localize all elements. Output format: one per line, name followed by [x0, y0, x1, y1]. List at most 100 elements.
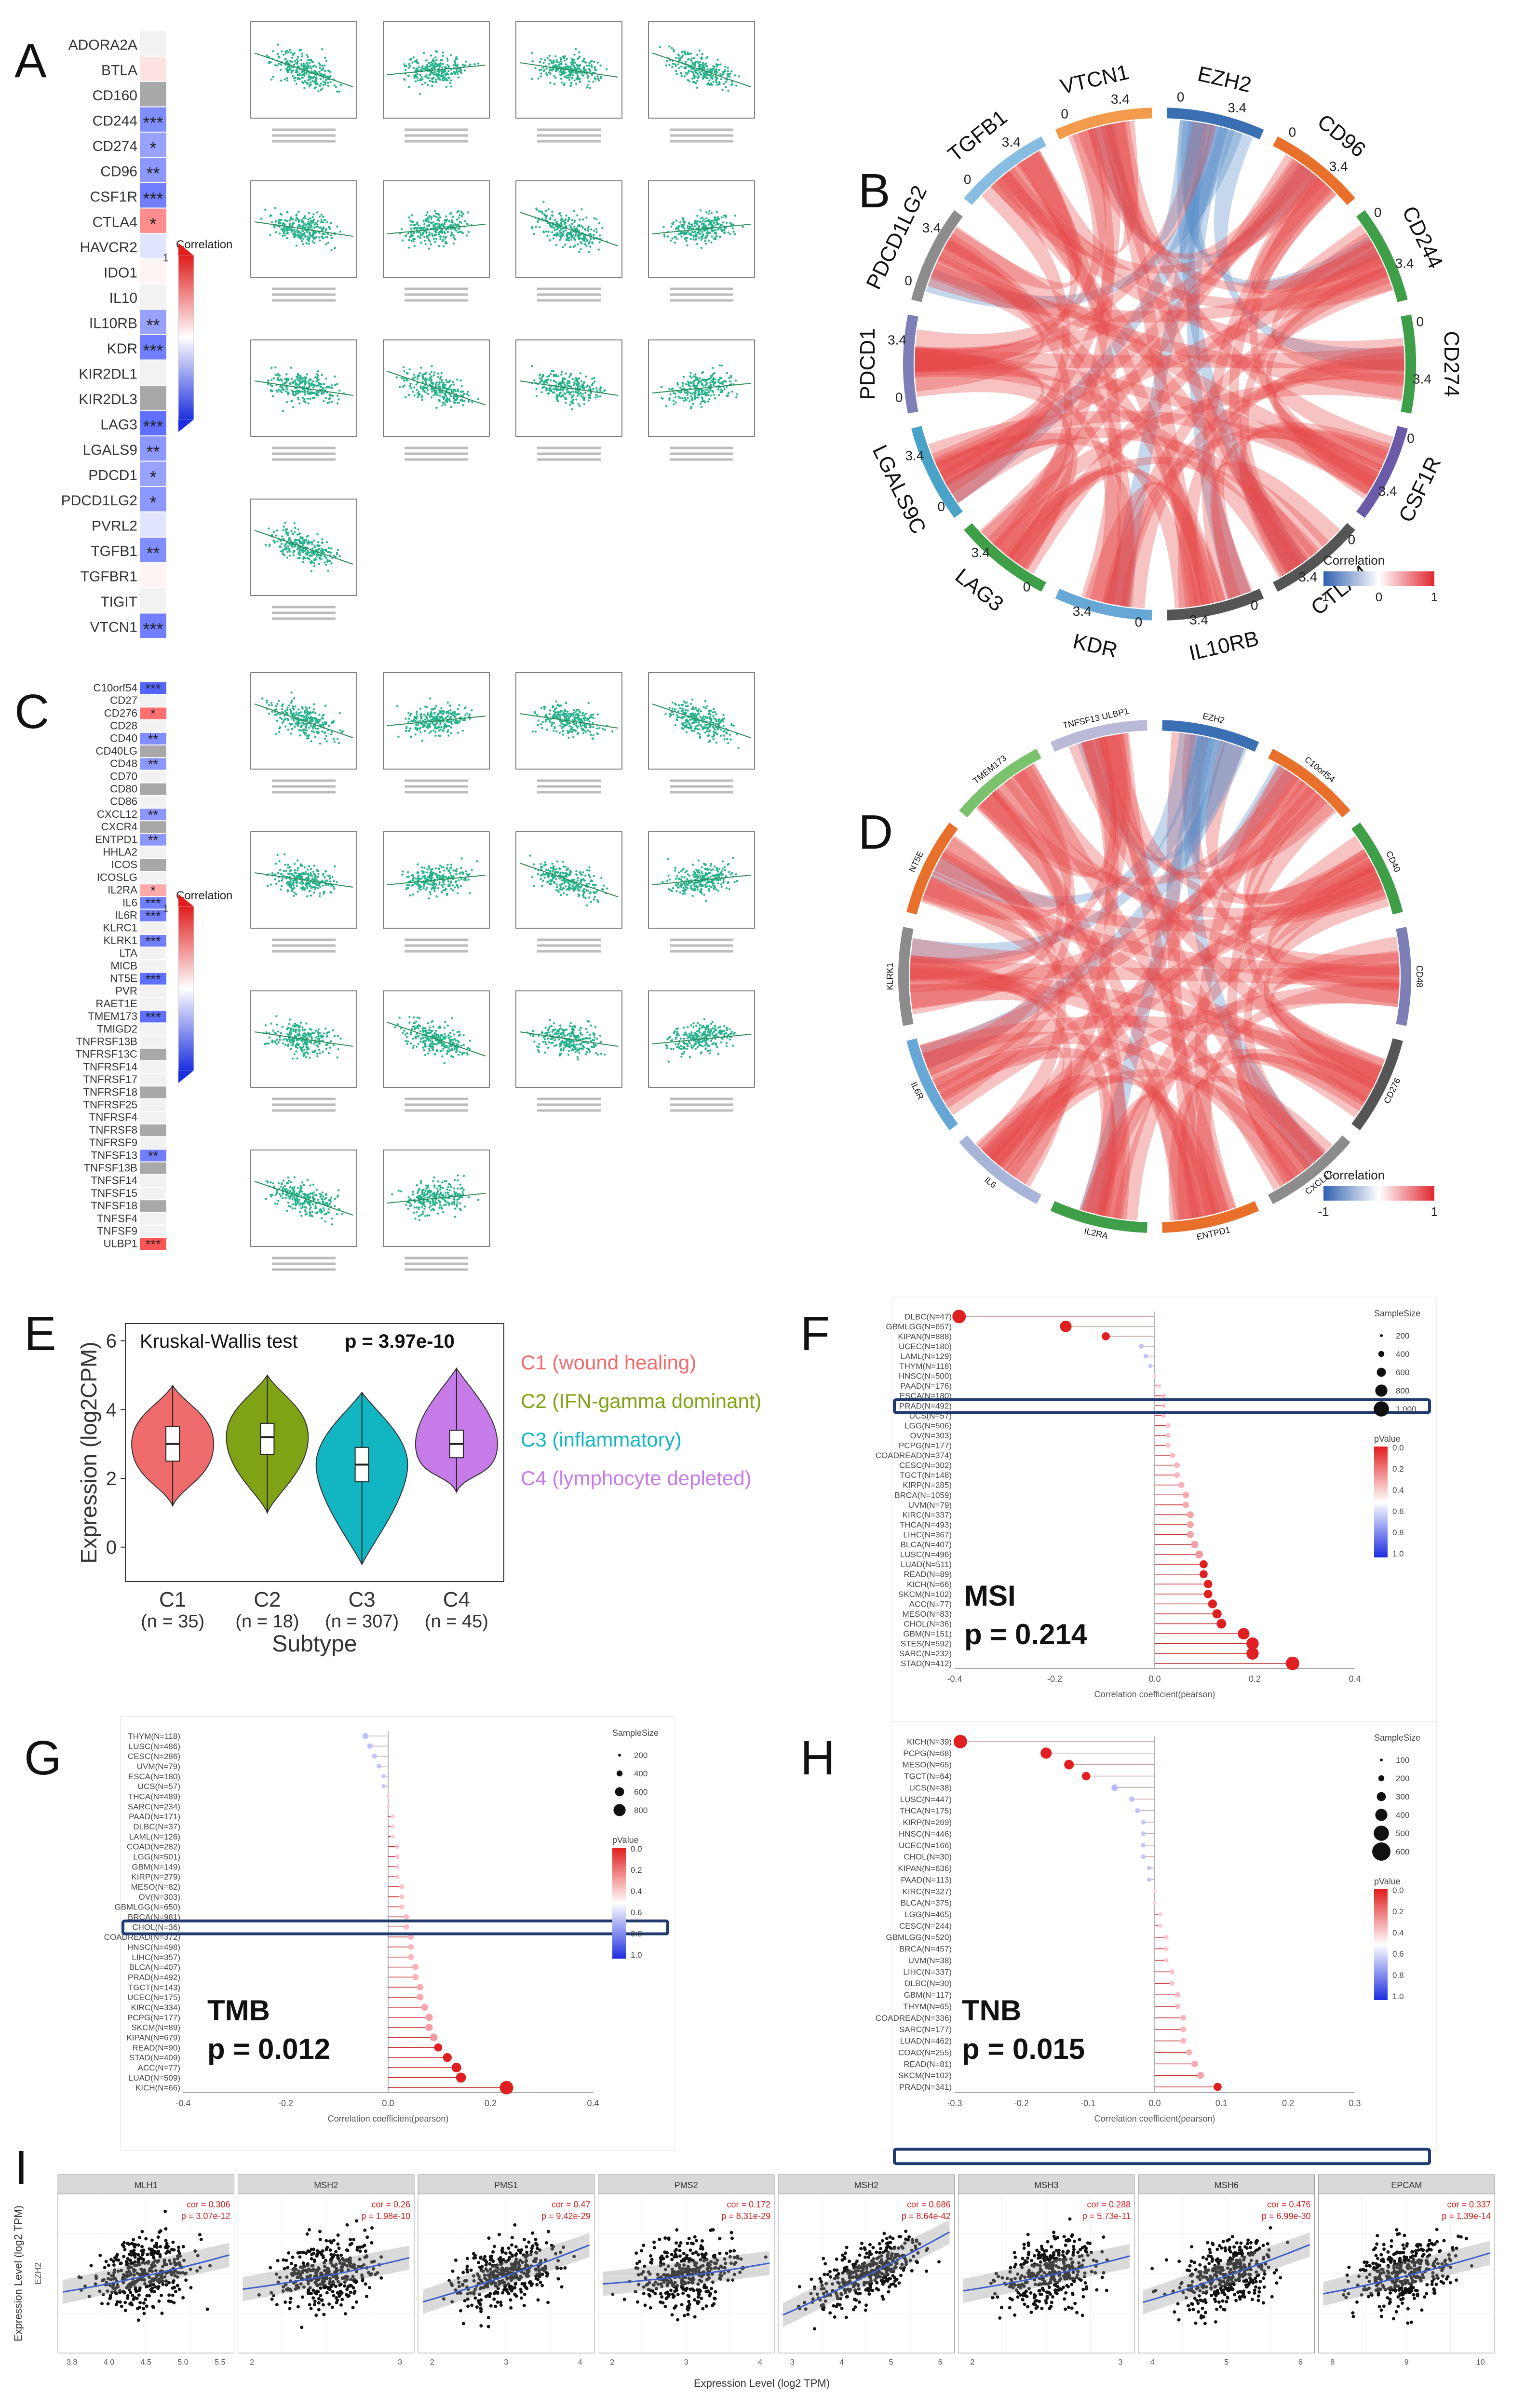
mini-point [569, 725, 571, 727]
mini-point [315, 393, 317, 395]
mini-point [568, 376, 570, 378]
heatmap-cell [140, 259, 166, 284]
mini-point [712, 367, 714, 369]
mini-point [427, 393, 429, 395]
mini-point [281, 51, 283, 53]
mini-point [577, 378, 579, 380]
mini-point [275, 705, 277, 707]
mini-point [328, 398, 330, 400]
mini-point [324, 74, 325, 76]
mini-point [591, 384, 593, 386]
mini-point [553, 370, 554, 372]
mini-point [289, 555, 291, 556]
mini-point [409, 728, 411, 730]
mini-point [440, 711, 442, 713]
mini-point [309, 232, 310, 234]
mini-point [569, 404, 571, 406]
mini-point [684, 231, 686, 233]
mini-point [425, 214, 427, 216]
mini-point [280, 219, 282, 221]
mini-point [698, 237, 700, 239]
mini-point [282, 549, 284, 551]
mini-point [715, 723, 717, 725]
mini-point [426, 66, 428, 68]
mini-point [320, 82, 322, 84]
mini-point [304, 236, 306, 238]
mini-point [310, 222, 312, 224]
mini-point [722, 714, 724, 716]
mini-point [561, 233, 563, 235]
mini-point [337, 398, 339, 400]
mini-point [319, 64, 321, 66]
mini-point [327, 551, 329, 553]
heatmap-cell [140, 947, 166, 959]
heatmap-cell [140, 563, 166, 588]
mini-point [681, 710, 683, 712]
mini-point [438, 245, 440, 247]
mini-point [328, 560, 330, 562]
mini-point [583, 399, 585, 401]
mini-point [589, 87, 591, 89]
mini-point [666, 60, 668, 62]
mini-point [557, 712, 559, 714]
mini-point [419, 714, 421, 716]
mini-point [710, 719, 712, 721]
mini-point [450, 384, 452, 386]
mini-point [302, 238, 304, 240]
mini-point [701, 379, 703, 381]
mini-point [671, 223, 673, 225]
mini-point [337, 395, 338, 397]
mini-point [429, 697, 431, 699]
mini-point [321, 214, 323, 216]
mini-point [562, 220, 564, 222]
heatmap-gene-label: BTLA [101, 62, 137, 78]
mini-point [558, 61, 560, 63]
mini-point [286, 709, 288, 711]
mini-point [549, 59, 551, 61]
mini-point [410, 720, 412, 722]
mini-point [599, 387, 601, 389]
mini-point [548, 392, 550, 394]
mini-point [716, 211, 718, 213]
mini-point [428, 239, 430, 241]
mini-point [334, 384, 336, 386]
mini-point [713, 238, 715, 240]
mini-point [413, 67, 415, 69]
heatmap-cell [140, 1023, 166, 1035]
mini-point [284, 51, 286, 53]
mini-point [702, 63, 703, 65]
mini-point [693, 57, 695, 59]
mini-point [307, 717, 309, 718]
mini-point [550, 373, 552, 375]
mini-point [299, 715, 301, 717]
mini-point [699, 50, 701, 52]
mini-point [705, 243, 707, 244]
heatmap-gene-label: ICOSLG [97, 871, 137, 883]
mini-point [286, 532, 288, 534]
mini-point [465, 60, 467, 62]
mini-point [297, 211, 299, 213]
mini-point [416, 729, 418, 731]
mini-point [304, 72, 306, 74]
mini-point [675, 70, 677, 72]
mini-point [587, 84, 589, 86]
mini-point [334, 741, 336, 743]
mini-point [553, 237, 554, 239]
mini-point [424, 718, 426, 720]
mini-point [593, 377, 595, 379]
mini-point [687, 71, 689, 73]
mini-point [582, 68, 584, 70]
mini-point [311, 541, 313, 543]
mini-point [459, 399, 461, 401]
mini-point [576, 73, 578, 75]
mini-point [575, 83, 577, 85]
mini-point [433, 215, 435, 217]
mini-point [462, 719, 464, 721]
mini-point [294, 80, 296, 81]
mini-point [735, 84, 737, 86]
mini-point [280, 68, 282, 70]
mini-point [697, 379, 699, 381]
mini-point [292, 75, 294, 77]
mini-point [571, 219, 573, 221]
mini-point [319, 239, 321, 241]
